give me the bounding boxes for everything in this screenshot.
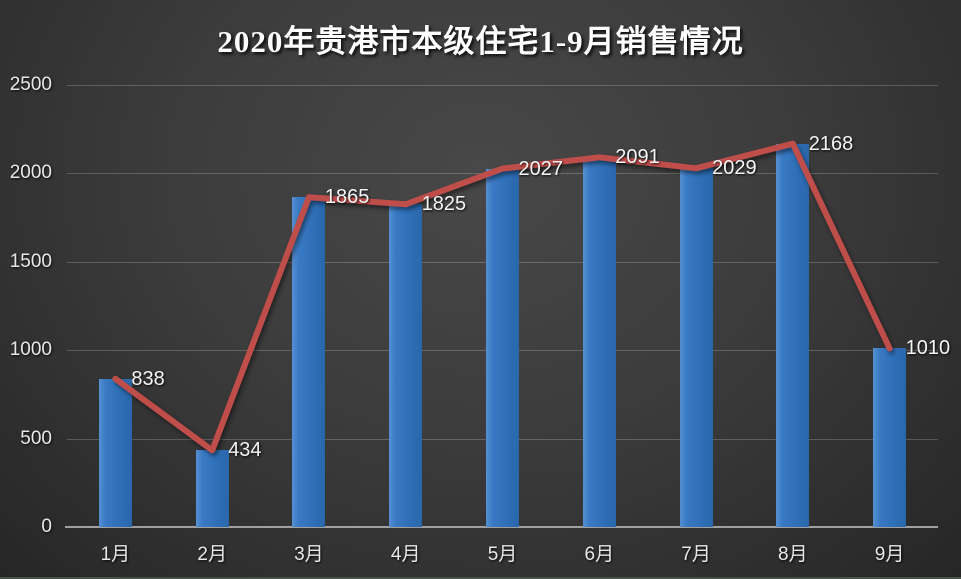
bar: [873, 348, 907, 527]
bottom-edge-strip: [0, 577, 961, 579]
data-label: 1825: [421, 193, 467, 216]
x-axis-line: [65, 526, 938, 528]
bar: [195, 450, 229, 527]
gridline: [67, 85, 938, 86]
data-label: 2029: [712, 157, 757, 180]
x-axis-label: 9月: [874, 544, 905, 565]
bar: [389, 204, 423, 527]
bar: [776, 143, 810, 527]
y-axis-label: 500: [20, 427, 52, 449]
data-label: 2168: [808, 132, 854, 155]
y-axis-label: 2000: [9, 162, 52, 184]
x-axis-label: 3月: [294, 544, 324, 565]
bar: [98, 378, 132, 527]
data-label: 1010: [905, 337, 951, 360]
x-axis-label: 8月: [778, 544, 808, 565]
x-axis-label: 1月: [100, 544, 131, 565]
x-axis-label: 4月: [390, 544, 421, 565]
data-label: 434: [228, 439, 262, 462]
bar: [582, 157, 616, 527]
data-label: 2027: [518, 157, 564, 180]
bar: [679, 168, 713, 527]
bar: [292, 197, 326, 527]
sales-line-path: [112, 140, 893, 454]
x-axis-label: 6月: [584, 544, 615, 565]
chart-title: 2020年贵港市本级住宅1-9月销售情况: [217, 24, 744, 59]
y-axis-label: 1000: [9, 339, 52, 361]
y-axis-label: 0: [41, 516, 52, 537]
data-label: 2091: [615, 146, 660, 169]
y-axis-label: 1500: [9, 250, 52, 272]
x-axis-label: 7月: [681, 544, 711, 565]
data-label: 838: [131, 367, 165, 390]
y-axis-label: 2500: [9, 74, 52, 95]
data-label: 1865: [324, 186, 370, 209]
x-axis-label: 5月: [487, 544, 518, 565]
x-axis-label: 2月: [197, 544, 227, 565]
bar: [486, 168, 519, 527]
